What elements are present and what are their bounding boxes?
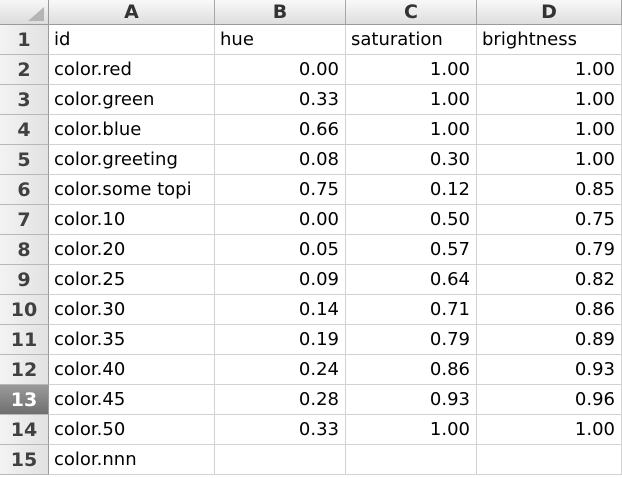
cell-a3[interactable]: color.green <box>49 85 215 115</box>
cell-c13[interactable]: 0.93 <box>346 385 477 415</box>
cell-c10[interactable]: 0.71 <box>346 295 477 325</box>
cell-b12[interactable]: 0.24 <box>215 355 346 385</box>
cell-d9[interactable]: 0.82 <box>477 265 622 295</box>
cell-c11[interactable]: 0.79 <box>346 325 477 355</box>
cell-b5[interactable]: 0.08 <box>215 145 346 175</box>
cell-a12[interactable]: color.40 <box>49 355 215 385</box>
cell-a2[interactable]: color.red <box>49 55 215 85</box>
cell-d1[interactable]: brightness <box>477 25 622 55</box>
row-header-13[interactable]: 13 <box>0 385 49 415</box>
cell-b2[interactable]: 0.00 <box>215 55 346 85</box>
row-header-8[interactable]: 8 <box>0 235 49 265</box>
cell-d2[interactable]: 1.00 <box>477 55 622 85</box>
cell-b4[interactable]: 0.66 <box>215 115 346 145</box>
cell-d3[interactable]: 1.00 <box>477 85 622 115</box>
cell-a9[interactable]: color.25 <box>49 265 215 295</box>
row-header-11[interactable]: 11 <box>0 325 49 355</box>
cell-d15[interactable] <box>477 445 622 475</box>
column-header-b[interactable]: B <box>215 0 346 25</box>
column-header-d[interactable]: D <box>477 0 622 25</box>
cell-b7[interactable]: 0.00 <box>215 205 346 235</box>
select-all-corner[interactable] <box>0 0 49 25</box>
cell-c14[interactable]: 1.00 <box>346 415 477 445</box>
cell-c12[interactable]: 0.86 <box>346 355 477 385</box>
cell-a11[interactable]: color.35 <box>49 325 215 355</box>
row-header-2[interactable]: 2 <box>0 55 49 85</box>
cell-d4[interactable]: 1.00 <box>477 115 622 145</box>
row-header-9[interactable]: 9 <box>0 265 49 295</box>
cell-c2[interactable]: 1.00 <box>346 55 477 85</box>
cell-d14[interactable]: 1.00 <box>477 415 622 445</box>
cell-a13[interactable]: color.45 <box>49 385 215 415</box>
cell-b14[interactable]: 0.33 <box>215 415 346 445</box>
cell-b10[interactable]: 0.14 <box>215 295 346 325</box>
cell-d5[interactable]: 1.00 <box>477 145 622 175</box>
cell-a5[interactable]: color.greeting <box>49 145 215 175</box>
row-header-15[interactable]: 15 <box>0 445 49 475</box>
cell-d13[interactable]: 0.96 <box>477 385 622 415</box>
cell-c4[interactable]: 1.00 <box>346 115 477 145</box>
cell-c8[interactable]: 0.57 <box>346 235 477 265</box>
cell-a1[interactable]: id <box>49 25 215 55</box>
row-header-14[interactable]: 14 <box>0 415 49 445</box>
cell-b9[interactable]: 0.09 <box>215 265 346 295</box>
cell-d7[interactable]: 0.75 <box>477 205 622 235</box>
cell-b13[interactable]: 0.28 <box>215 385 346 415</box>
cell-d11[interactable]: 0.89 <box>477 325 622 355</box>
row-header-5[interactable]: 5 <box>0 145 49 175</box>
row-header-4[interactable]: 4 <box>0 115 49 145</box>
row-header-3[interactable]: 3 <box>0 85 49 115</box>
cell-c3[interactable]: 1.00 <box>346 85 477 115</box>
cell-c7[interactable]: 0.50 <box>346 205 477 235</box>
cell-a10[interactable]: color.30 <box>49 295 215 325</box>
cell-d6[interactable]: 0.85 <box>477 175 622 205</box>
cell-b6[interactable]: 0.75 <box>215 175 346 205</box>
select-all-triangle-icon <box>28 7 44 21</box>
cell-c1[interactable]: saturation <box>346 25 477 55</box>
cell-c9[interactable]: 0.64 <box>346 265 477 295</box>
cell-a6[interactable]: color.some topi <box>49 175 215 205</box>
cell-b15[interactable] <box>215 445 346 475</box>
cell-b1[interactable]: hue <box>215 25 346 55</box>
cell-c5[interactable]: 0.30 <box>346 145 477 175</box>
cell-a7[interactable]: color.10 <box>49 205 215 235</box>
cell-c6[interactable]: 0.12 <box>346 175 477 205</box>
row-header-6[interactable]: 6 <box>0 175 49 205</box>
row-header-12[interactable]: 12 <box>0 355 49 385</box>
cell-a15[interactable]: color.nnn <box>49 445 215 475</box>
cell-d12[interactable]: 0.93 <box>477 355 622 385</box>
row-header-10[interactable]: 10 <box>0 295 49 325</box>
cell-a14[interactable]: color.50 <box>49 415 215 445</box>
cell-a4[interactable]: color.blue <box>49 115 215 145</box>
cell-b11[interactable]: 0.19 <box>215 325 346 355</box>
row-header-1[interactable]: 1 <box>0 25 49 55</box>
row-header-7[interactable]: 7 <box>0 205 49 235</box>
cell-b8[interactable]: 0.05 <box>215 235 346 265</box>
cell-d10[interactable]: 0.86 <box>477 295 622 325</box>
cell-a8[interactable]: color.20 <box>49 235 215 265</box>
column-header-c[interactable]: C <box>346 0 477 25</box>
cell-d8[interactable]: 0.79 <box>477 235 622 265</box>
cell-b3[interactable]: 0.33 <box>215 85 346 115</box>
cell-c15[interactable] <box>346 445 477 475</box>
column-header-a[interactable]: A <box>49 0 215 25</box>
